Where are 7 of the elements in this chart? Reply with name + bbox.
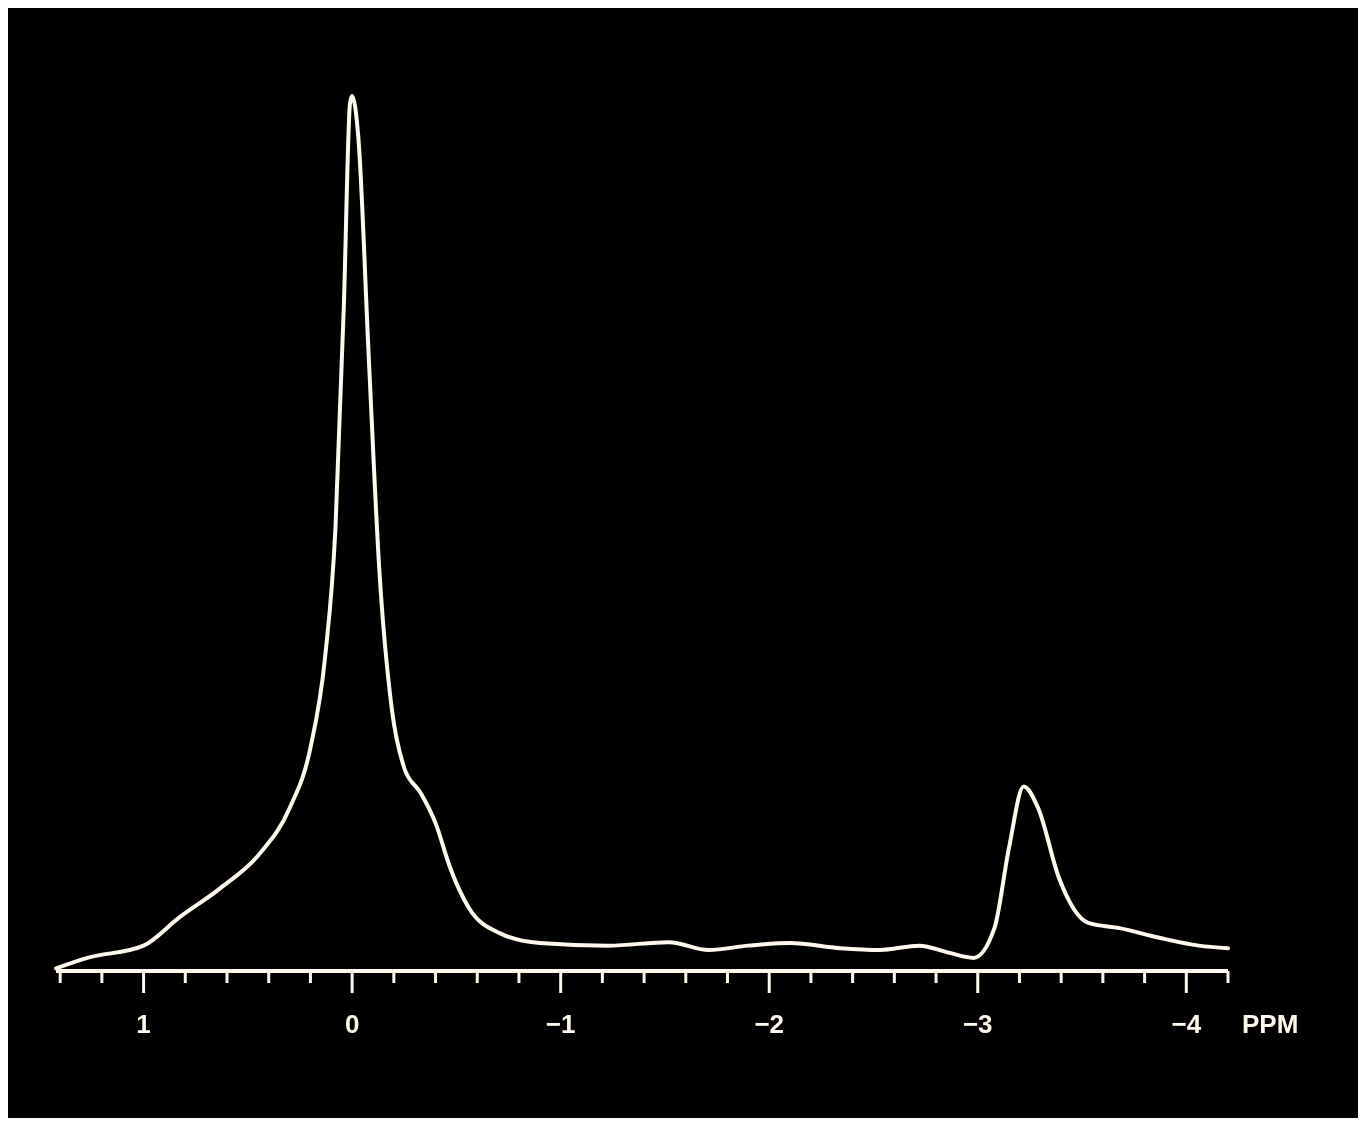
x-tick-label: 1 xyxy=(136,1009,151,1039)
x-tick-label: −1 xyxy=(545,1009,576,1039)
x-tick-label: −2 xyxy=(754,1009,785,1039)
x-tick-label: −4 xyxy=(1171,1009,1202,1039)
x-tick-label: −3 xyxy=(962,1009,993,1039)
x-tick-label: 0 xyxy=(344,1009,360,1039)
x-axis-title: PPM xyxy=(1242,1009,1299,1039)
